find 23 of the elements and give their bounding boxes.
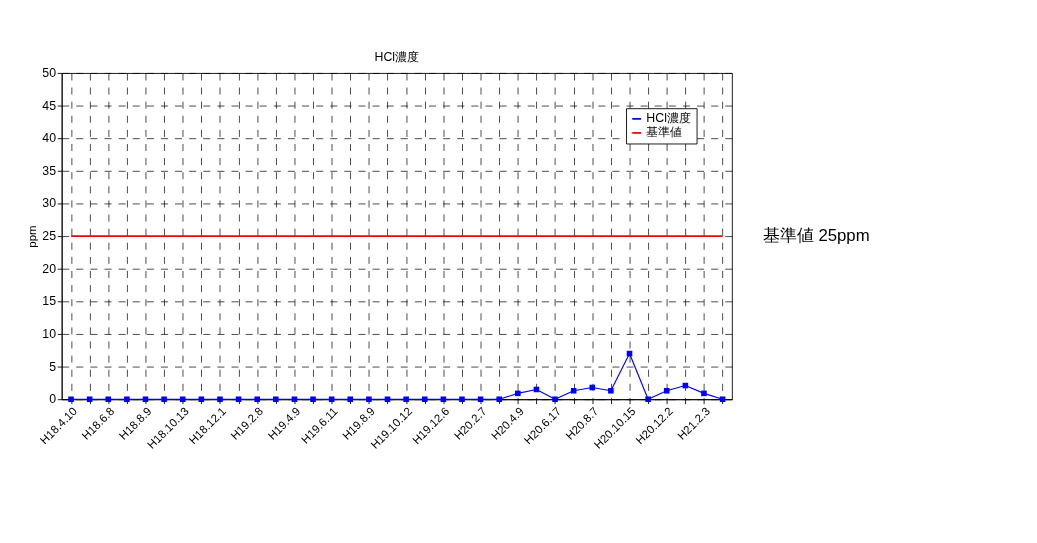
y-tick-label: 45 [42,98,57,113]
point [589,384,596,391]
y-tick-label: 5 [49,359,57,374]
y-tick-label: 30 [42,196,57,211]
y-tick-label: 35 [42,163,57,178]
point [570,387,577,394]
chart-title: HCl濃度 [374,49,420,64]
legend-label: HCl濃度 [646,111,691,126]
point [515,390,521,397]
y-tick-label: 25 [42,229,57,244]
point [663,387,670,394]
point [608,387,614,394]
y-axis-title: ppm [26,225,39,248]
y-tick-label: 0 [49,392,57,407]
point [421,396,428,403]
y-tick-label: 50 [42,65,57,80]
text: 基準値 25ppm [762,226,870,246]
point [701,390,707,397]
legend-label: 基準値 [646,125,683,140]
y-tick-label: 20 [42,261,57,276]
y-tick-label: 15 [42,294,57,309]
y-tick-label: 40 [42,131,57,146]
y-tick-label: 10 [42,326,57,341]
